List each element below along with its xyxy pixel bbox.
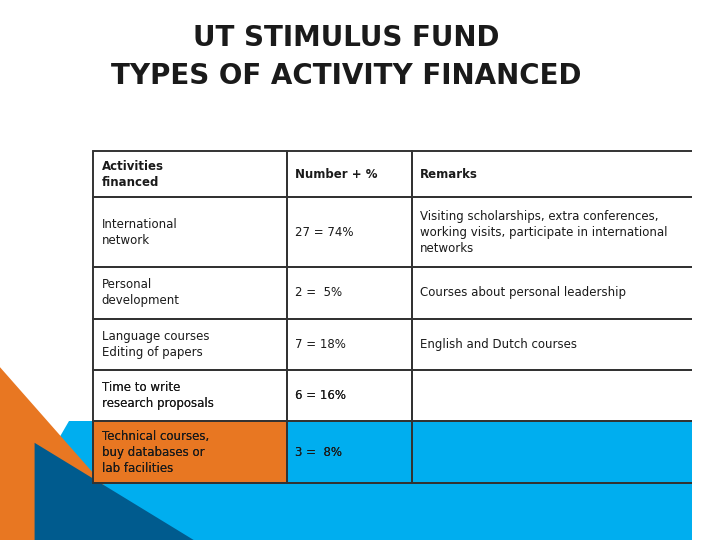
Text: 6 = 16%: 6 = 16% [295, 389, 346, 402]
FancyBboxPatch shape [412, 421, 720, 429]
FancyBboxPatch shape [94, 421, 287, 483]
Text: 27 = 74%: 27 = 74% [295, 226, 354, 239]
FancyBboxPatch shape [287, 319, 412, 370]
FancyBboxPatch shape [412, 370, 720, 421]
FancyBboxPatch shape [412, 267, 720, 319]
FancyBboxPatch shape [412, 421, 720, 483]
FancyBboxPatch shape [94, 267, 287, 319]
FancyBboxPatch shape [287, 370, 412, 421]
FancyBboxPatch shape [94, 370, 287, 421]
FancyBboxPatch shape [287, 197, 412, 267]
Text: 3 =  8%: 3 = 8% [295, 446, 343, 459]
FancyBboxPatch shape [94, 319, 287, 370]
Text: TYPES OF ACTIVITY FINANCED: TYPES OF ACTIVITY FINANCED [111, 62, 581, 90]
Text: Time to write
research proposals: Time to write research proposals [102, 381, 214, 410]
FancyBboxPatch shape [94, 197, 287, 267]
FancyBboxPatch shape [287, 421, 412, 429]
FancyBboxPatch shape [412, 319, 720, 370]
FancyBboxPatch shape [412, 197, 720, 267]
FancyBboxPatch shape [94, 421, 287, 483]
Text: Personal
development: Personal development [102, 279, 180, 307]
Text: English and Dutch courses: English and Dutch courses [420, 338, 577, 351]
FancyBboxPatch shape [287, 151, 412, 197]
Text: Courses about personal leadership: Courses about personal leadership [420, 286, 626, 300]
FancyBboxPatch shape [412, 151, 720, 197]
Text: UT STIMULUS FUND: UT STIMULUS FUND [193, 24, 499, 52]
Text: Technical courses,
buy databases or
lab facilities: Technical courses, buy databases or lab … [102, 430, 209, 475]
Text: Language courses
Editing of papers: Language courses Editing of papers [102, 330, 210, 359]
Polygon shape [0, 367, 152, 540]
Text: Remarks: Remarks [420, 167, 478, 181]
FancyBboxPatch shape [287, 421, 412, 483]
Text: Visiting scholarships, extra conferences,
working visits, participate in interna: Visiting scholarships, extra conferences… [420, 210, 667, 255]
Text: Time to write
research proposals: Time to write research proposals [102, 381, 214, 410]
Text: 7 = 18%: 7 = 18% [295, 338, 346, 351]
FancyBboxPatch shape [94, 421, 287, 429]
Text: Activities
financed: Activities financed [102, 160, 163, 188]
Text: 3 =  8%: 3 = 8% [295, 446, 343, 459]
Text: Number + %: Number + % [295, 167, 378, 181]
FancyBboxPatch shape [287, 421, 412, 483]
FancyBboxPatch shape [287, 267, 412, 319]
FancyBboxPatch shape [412, 421, 720, 483]
Text: 2 =  5%: 2 = 5% [295, 286, 343, 300]
Text: Technical courses,
buy databases or
lab facilities: Technical courses, buy databases or lab … [102, 430, 209, 475]
Text: 6 = 16%: 6 = 16% [295, 389, 346, 402]
Polygon shape [0, 421, 692, 540]
Text: International
network: International network [102, 218, 177, 247]
FancyBboxPatch shape [94, 151, 287, 197]
Polygon shape [35, 443, 194, 540]
